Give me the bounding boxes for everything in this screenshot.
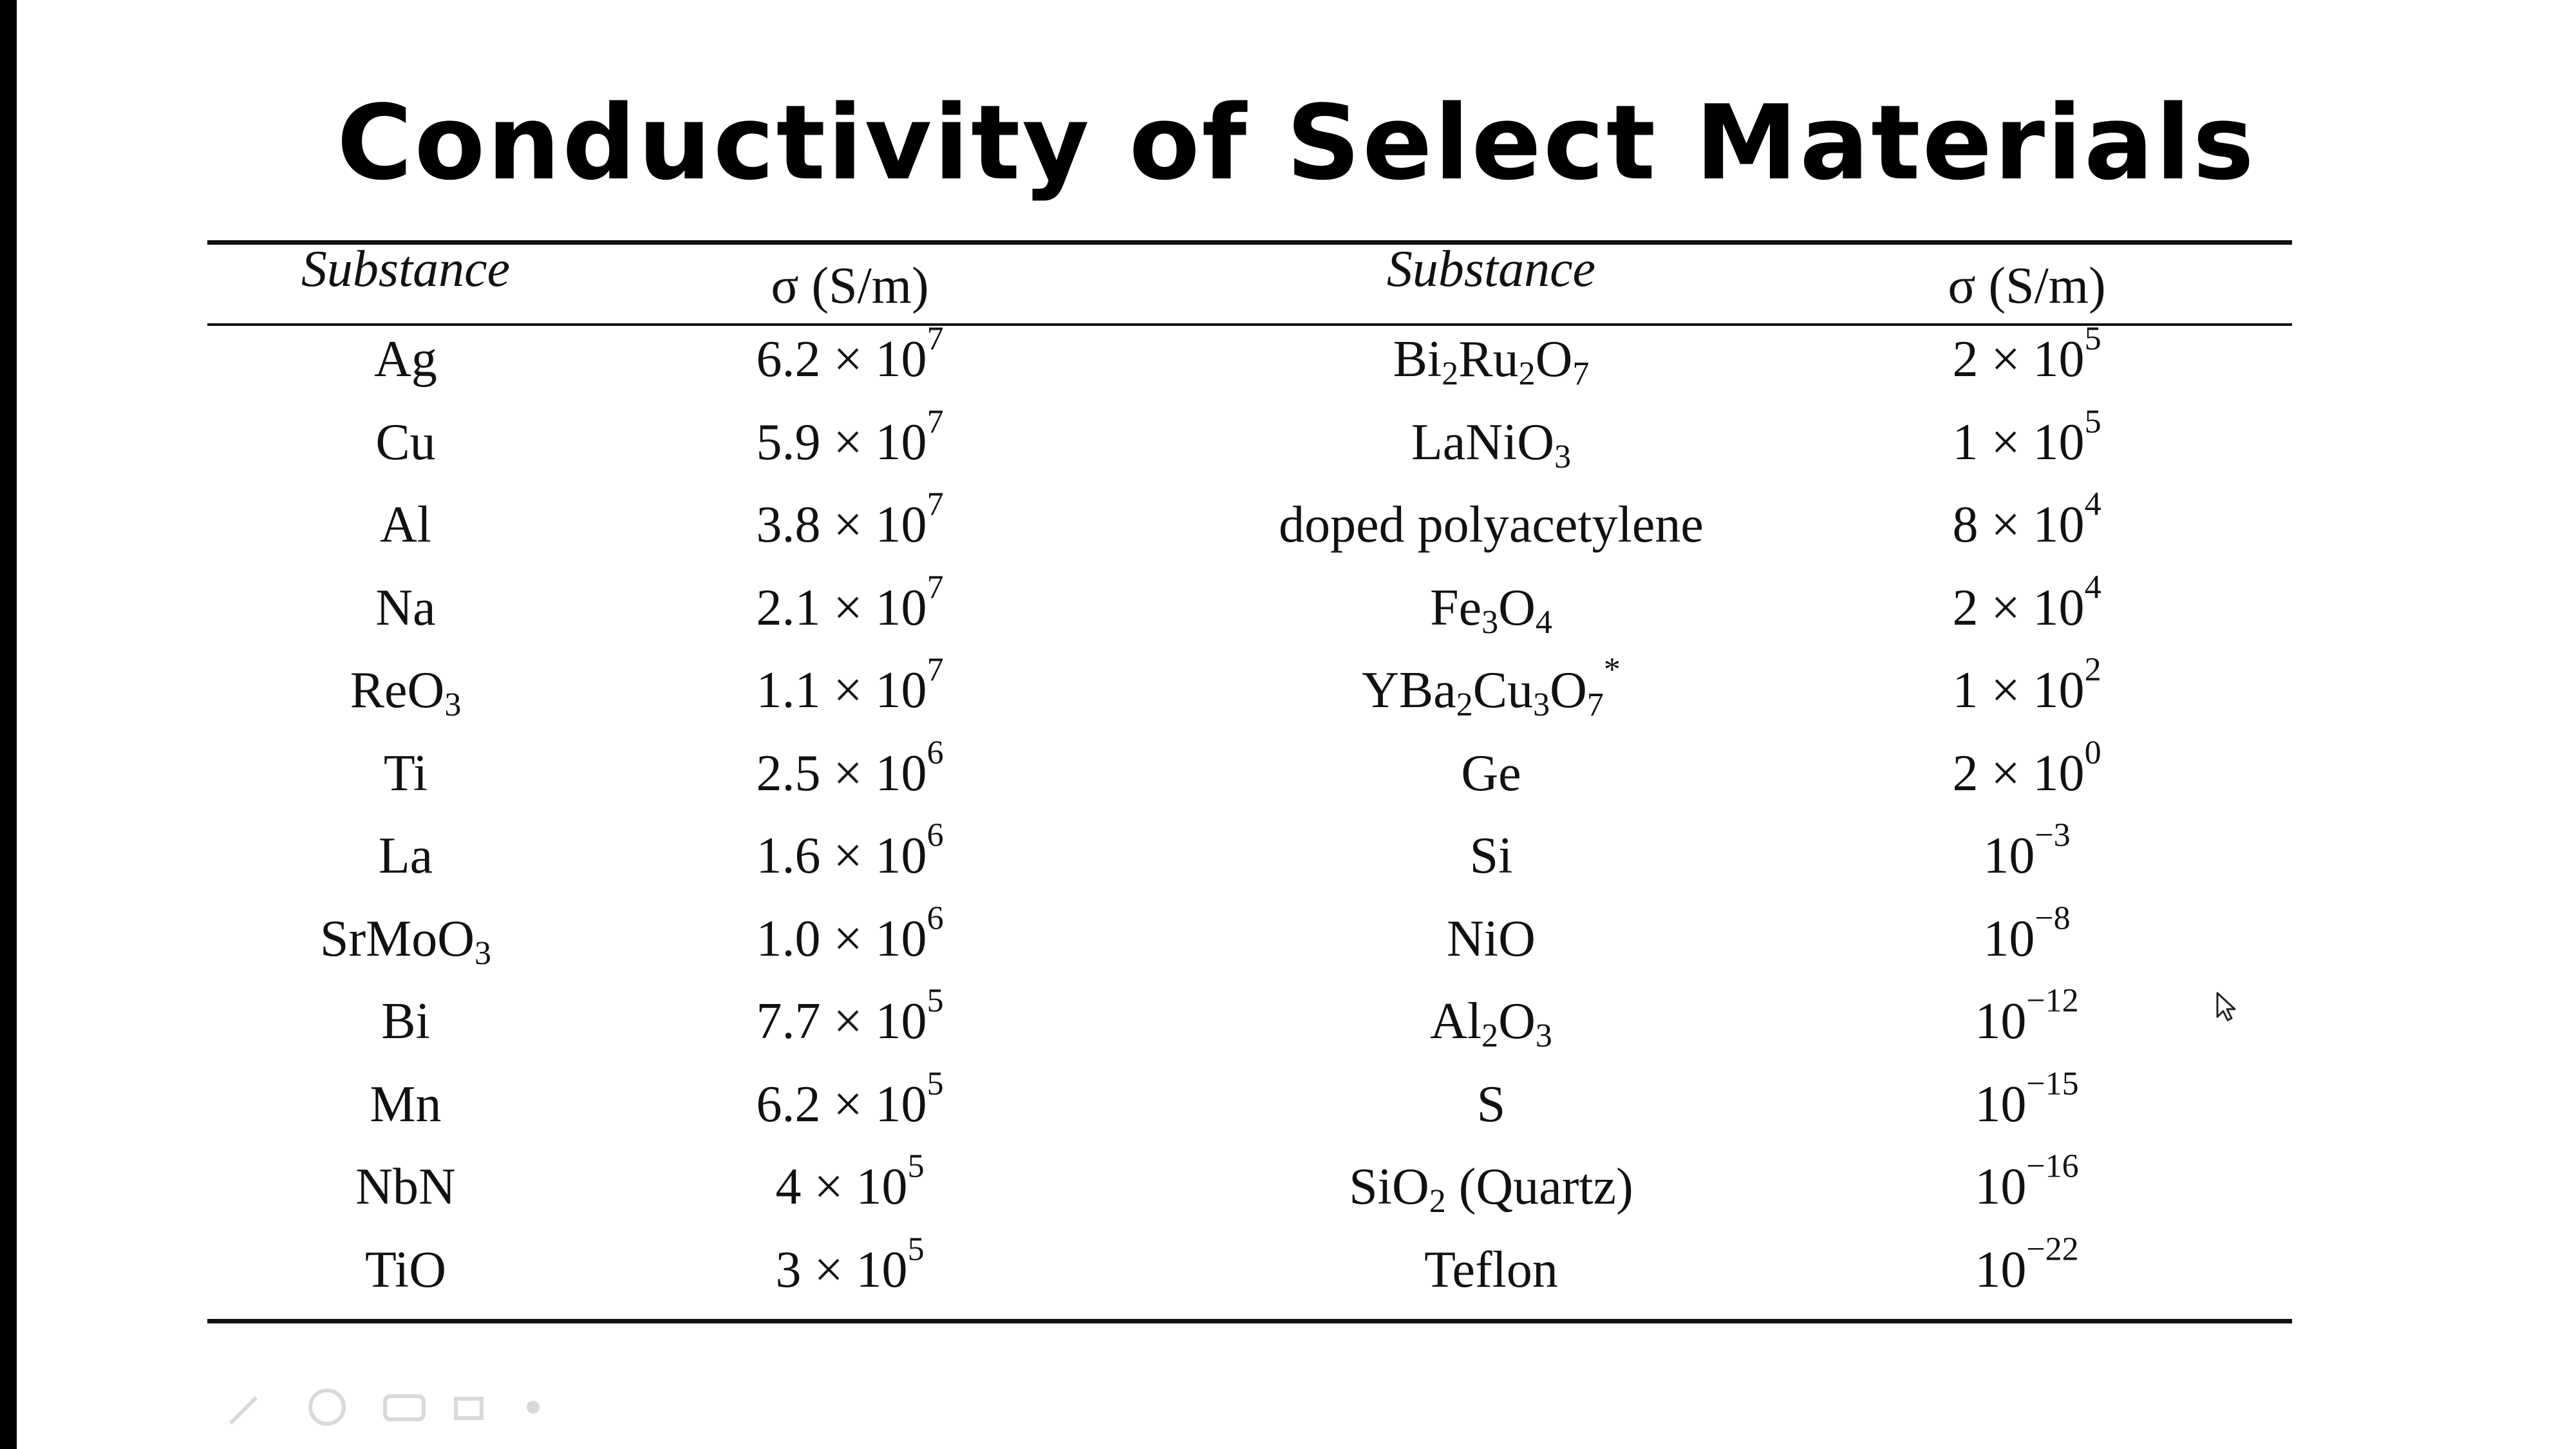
conductivity-cell: 3 × 105 xyxy=(775,1230,925,1298)
substance-cell: SiO2 (Quartz) xyxy=(1349,1159,1633,1220)
substance-cell: TiO xyxy=(364,1241,447,1298)
conductivity-cell: 2 × 104 xyxy=(1952,568,2101,636)
conductivity-cell: 10−12 xyxy=(1975,982,2079,1050)
conductivity-cell: 7.7 × 105 xyxy=(756,982,944,1050)
conductivity-cell: 4 × 105 xyxy=(775,1148,925,1215)
table-top-rule xyxy=(207,240,2292,245)
slide: Conductivity of Select Materials Substan… xyxy=(17,0,2576,1449)
conductivity-cell: 5.9 × 107 xyxy=(756,402,944,471)
slide-title: Conductivity of Select Materials xyxy=(337,82,2256,203)
conductivity-cell: 1.0 × 106 xyxy=(756,899,944,967)
conductivity-cell: 8 × 104 xyxy=(1952,486,2101,553)
presentation-toolbar-icons[interactable] xyxy=(224,1385,585,1430)
substance-cell: Na xyxy=(375,579,436,636)
substance-cell: Ge xyxy=(1461,744,1521,802)
substance-cell: ReO3 xyxy=(350,662,462,723)
substance-cell: S xyxy=(1476,1075,1506,1133)
substance-cell: Ti xyxy=(383,744,428,802)
substance-cell: Ag xyxy=(374,331,437,388)
conductivity-cell: 10−3 xyxy=(1983,817,2071,884)
header-substance-1: Substance xyxy=(301,241,511,298)
header-conductivity-1: σ (S/m) xyxy=(771,258,929,314)
conductivity-cell: 6.2 × 107 xyxy=(756,320,944,388)
substance-cell: Cu xyxy=(375,413,436,471)
substance-cell: Mn xyxy=(370,1075,442,1133)
conductivity-cell: 10−16 xyxy=(1975,1148,2079,1215)
substance-cell: Teflon xyxy=(1424,1241,1558,1298)
substance-cell: Al xyxy=(380,497,431,553)
substance-cell: La xyxy=(378,828,433,884)
table-bottom-rule xyxy=(207,1319,2292,1323)
substance-cell: SrMoO3 xyxy=(319,910,492,972)
substance-cell: Bi xyxy=(381,993,430,1050)
conductivity-cell: 2 × 100 xyxy=(1952,734,2101,802)
substance-cell: Fe3O4 xyxy=(1430,579,1552,641)
conductivity-cell: 2.5 × 106 xyxy=(756,734,944,802)
substance-cell: NiO xyxy=(1447,910,1536,967)
conductivity-cell: 1.1 × 107 xyxy=(756,651,944,719)
substance-cell: LaNiO3 xyxy=(1411,413,1572,475)
conductivity-cell: 10−22 xyxy=(1975,1230,2079,1298)
conductivity-cell: 10−15 xyxy=(1975,1065,2079,1133)
substance-cell: Si xyxy=(1469,828,1513,884)
conductivity-cell: 1 × 102 xyxy=(1952,651,2101,719)
conductivity-cell: 1 × 105 xyxy=(1952,402,2101,471)
conductivity-cell: 2 × 105 xyxy=(1952,320,2101,388)
substance-cell: NbN xyxy=(355,1159,456,1215)
substance-cell: Bi2Ru2O7 xyxy=(1393,331,1590,392)
substance-cell: doped polyacetylene xyxy=(1279,497,1704,553)
table-header-rule xyxy=(207,323,2292,326)
conductivity-cell: 10−8 xyxy=(1983,899,2071,967)
header-conductivity-2: σ (S/m) xyxy=(1948,258,2106,314)
conductivity-cell: 2.1 × 107 xyxy=(756,568,944,636)
header-substance-2: Substance xyxy=(1386,241,1596,298)
mouse-cursor-icon xyxy=(2216,992,2236,1021)
substance-cell: Al2O3 xyxy=(1430,993,1552,1054)
substance-cell: YBa2Cu3O7* xyxy=(1362,651,1621,723)
conductivity-cell: 1.6 × 106 xyxy=(756,817,944,884)
conductivity-cell: 6.2 × 105 xyxy=(756,1065,944,1133)
conductivity-cell: 3.8 × 107 xyxy=(756,486,944,553)
